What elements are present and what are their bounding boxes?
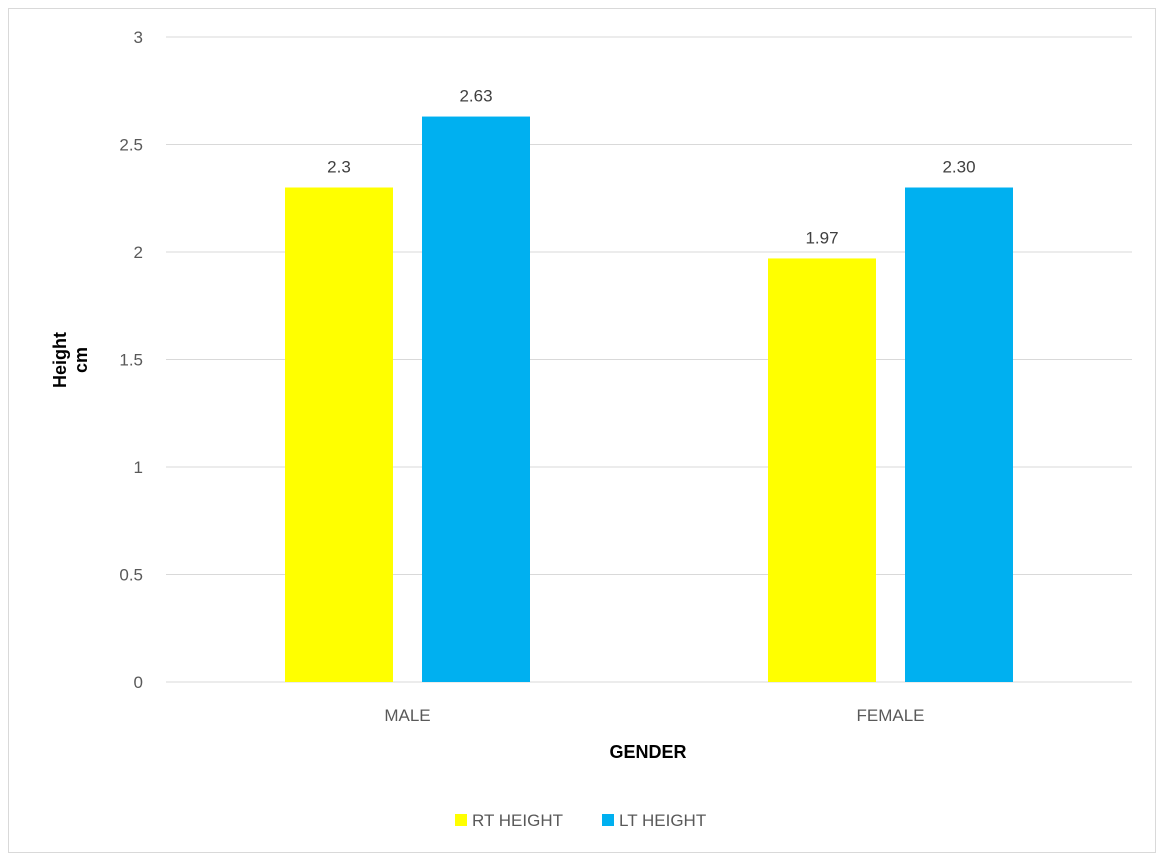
legend-label-rt-height: RT HEIGHT (472, 811, 563, 830)
legend-swatch-lt-height (602, 814, 614, 826)
bar-rt-height-male (285, 187, 393, 682)
bar-lt-height-male (422, 116, 530, 683)
legend: RT HEIGHT LT HEIGHT (455, 811, 706, 830)
bars (285, 116, 1013, 683)
y-axis-title-line-1: Height (50, 332, 70, 388)
legend-swatch-rt-height (455, 814, 467, 826)
y-axis-title-line-2: cm (71, 347, 91, 373)
x-tick-label: MALE (384, 706, 430, 725)
y-tick-label: 1.5 (119, 351, 143, 370)
y-tick-label: 0.5 (119, 566, 143, 585)
data-labels: 2.3 2.63 1.97 2.30 (327, 87, 975, 248)
y-tick-label: 1 (134, 458, 143, 477)
y-tick-label: 2 (134, 243, 143, 262)
legend-label-lt-height: LT HEIGHT (619, 811, 706, 830)
data-label: 1.97 (805, 228, 838, 247)
y-tick-label: 2.5 (119, 136, 143, 155)
y-tick-label: 3 (134, 28, 143, 47)
bar-rt-height-female (768, 258, 876, 682)
y-axis-title: Height cm (50, 332, 91, 388)
data-label: 2.63 (459, 87, 492, 106)
data-label: 2.3 (327, 158, 351, 177)
y-tick-label: 0 (134, 673, 143, 692)
bar-lt-height-female (905, 187, 1013, 682)
x-tick-label: FEMALE (856, 706, 924, 725)
x-axis-ticks: MALE FEMALE (384, 706, 924, 725)
data-label: 2.30 (942, 158, 975, 177)
x-axis-title: GENDER (609, 742, 686, 762)
y-axis-ticks: 0 0.5 1 1.5 2 2.5 3 (119, 28, 143, 692)
